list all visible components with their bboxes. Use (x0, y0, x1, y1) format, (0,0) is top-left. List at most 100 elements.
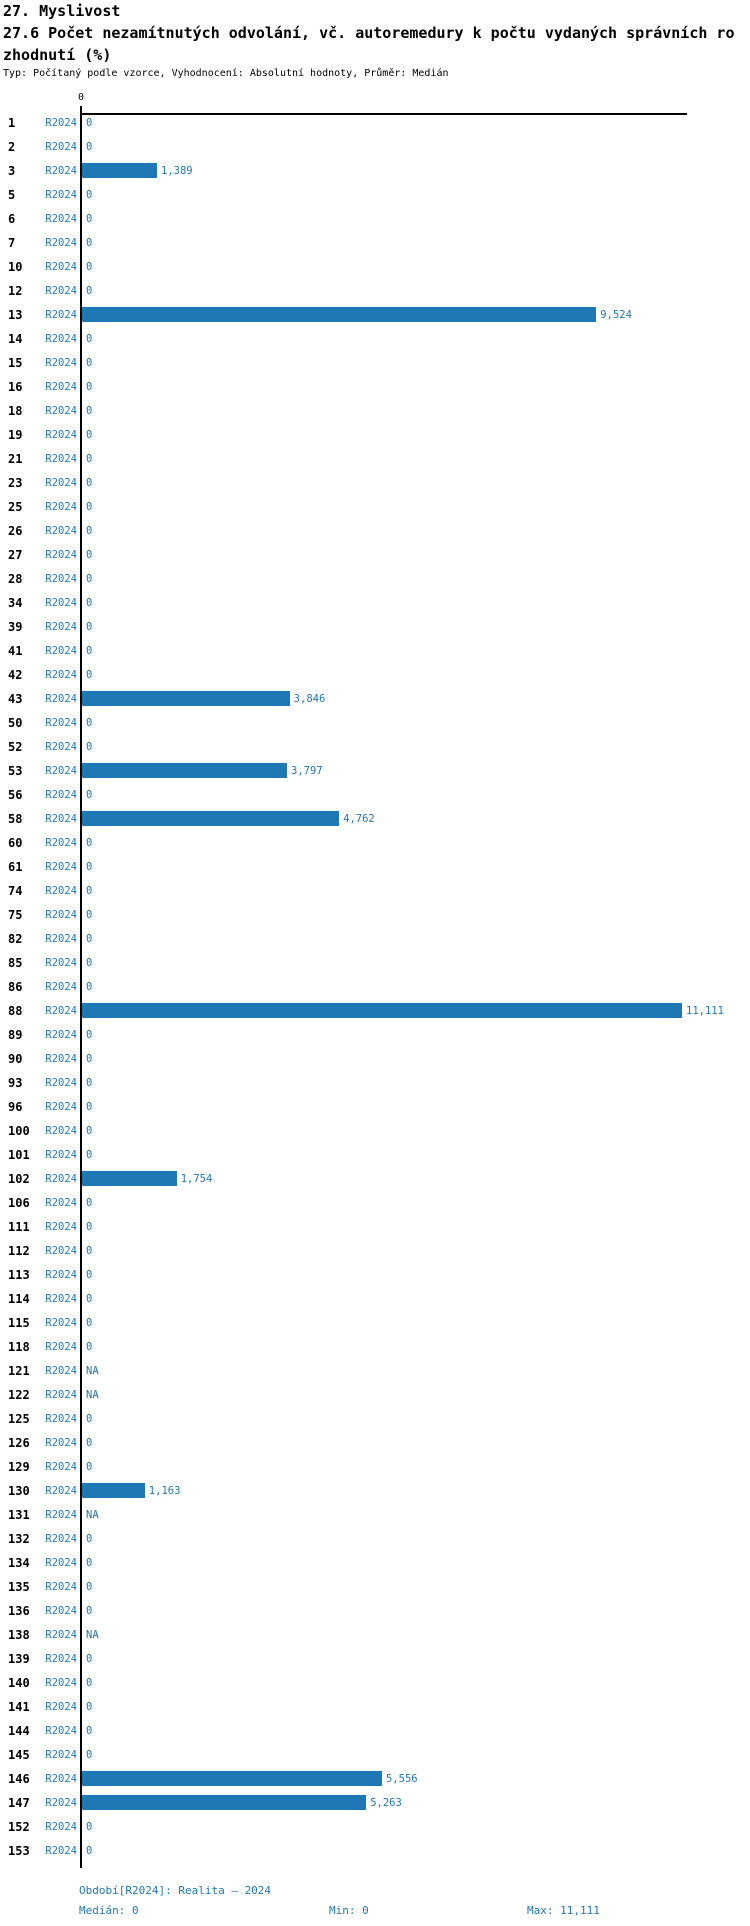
row-category-label: 96 (8, 1099, 23, 1114)
series-label: R2024 (45, 380, 77, 393)
bar (82, 691, 290, 706)
series-label: R2024 (45, 500, 77, 513)
row-category-label: 6 (8, 211, 16, 226)
chart-row: 52 R2024 0 (0, 735, 750, 759)
series-label: R2024 (45, 908, 77, 921)
row-category-label: 16 (8, 379, 23, 394)
row-category-label: 56 (8, 787, 23, 802)
row-category-label: 10 (8, 259, 23, 274)
series-label: R2024 (45, 236, 77, 249)
chart-row: 86 R2024 0 (0, 975, 750, 999)
value-label: 3,797 (291, 764, 323, 777)
value-label: 0 (86, 620, 93, 633)
series-label: R2024 (45, 476, 77, 489)
series-label: R2024 (45, 1340, 77, 1353)
value-label: 0 (86, 1244, 93, 1257)
series-label: R2024 (45, 308, 77, 321)
series-label: R2024 (45, 932, 77, 945)
chart-row: 42 R2024 0 (0, 663, 750, 687)
chart-row: 53 R2024 3,797 (0, 759, 750, 783)
row-category-label: 15 (8, 355, 23, 370)
row-category-label: 102 (8, 1171, 30, 1186)
row-category-label: 41 (8, 643, 23, 658)
row-category-label: 19 (8, 427, 23, 442)
chart-row: 82 R2024 0 (0, 927, 750, 951)
value-label: 3,846 (293, 692, 326, 705)
value-label: 0 (86, 1196, 93, 1209)
series-label: R2024 (45, 116, 77, 129)
value-label: 0 (86, 836, 93, 849)
chart-row: 56 R2024 0 (0, 783, 750, 807)
series-label: R2024 (45, 1628, 77, 1641)
chart-row: 90 R2024 0 (0, 1047, 750, 1071)
value-label: 0 (86, 716, 93, 729)
row-category-label: 113 (8, 1267, 30, 1282)
row-category-label: 122 (8, 1387, 30, 1402)
chart-row: 96 R2024 0 (0, 1095, 750, 1119)
series-label: R2024 (45, 1652, 77, 1665)
series-label: R2024 (45, 644, 77, 657)
value-label: 0 (86, 884, 93, 897)
row-category-label: 85 (8, 955, 23, 970)
row-category-label: 74 (8, 883, 23, 898)
series-label: R2024 (45, 1844, 77, 1857)
chart-row: 6 R2024 0 (0, 207, 750, 231)
chart-row: 132 R2024 0 (0, 1527, 750, 1551)
chart-row: 111 R2024 0 (0, 1215, 750, 1239)
row-category-label: 136 (8, 1603, 30, 1618)
chart-row: 34 R2024 0 (0, 591, 750, 615)
chart-row: 135 R2024 0 (0, 1575, 750, 1599)
row-category-label: 129 (8, 1459, 30, 1474)
chart-row: 61 R2024 0 (0, 855, 750, 879)
row-category-label: 28 (8, 571, 23, 586)
row-category-label: 75 (8, 907, 23, 922)
value-label: 0 (86, 452, 93, 465)
row-category-label: 125 (8, 1411, 30, 1426)
value-label: 0 (86, 740, 93, 753)
value-label: 0 (86, 1028, 93, 1041)
value-label: 0 (86, 404, 93, 417)
value-label: 0 (86, 1652, 93, 1665)
chart-row: 21 R2024 0 (0, 447, 750, 471)
chart-row: 12 R2024 0 (0, 279, 750, 303)
row-category-label: 131 (8, 1507, 30, 1522)
row-category-label: 89 (8, 1027, 23, 1042)
row-category-label: 144 (8, 1723, 30, 1738)
chart-row: 2 R2024 0 (0, 135, 750, 159)
series-label: R2024 (45, 1700, 77, 1713)
series-label: R2024 (45, 764, 77, 777)
chart-row: 122 R2024 NA (0, 1383, 750, 1407)
value-label: 0 (86, 1412, 93, 1425)
series-label: R2024 (45, 1436, 77, 1449)
row-category-label: 88 (8, 1003, 23, 1018)
chart-row: 152 R2024 0 (0, 1815, 750, 1839)
row-category-label: 90 (8, 1051, 23, 1066)
footer-period-label: Období[R2024]: Realita – 2024 (79, 1884, 272, 1897)
value-label: 0 (86, 1124, 93, 1137)
chart-row: 139 R2024 0 (0, 1647, 750, 1671)
row-category-label: 112 (8, 1243, 30, 1258)
series-label: R2024 (45, 1748, 77, 1761)
series-label: R2024 (45, 1724, 77, 1737)
chart-row: 89 R2024 0 (0, 1023, 750, 1047)
bar (82, 1171, 177, 1186)
series-label: R2024 (45, 860, 77, 873)
value-label: 0 (86, 116, 93, 129)
value-label: 0 (86, 212, 93, 225)
value-label: 0 (86, 524, 93, 537)
value-label: 0 (86, 476, 93, 489)
series-label: R2024 (45, 356, 77, 369)
series-label: R2024 (45, 1388, 77, 1401)
value-label: 0 (86, 1556, 93, 1569)
series-label: R2024 (45, 1796, 77, 1809)
chart-row: 112 R2024 0 (0, 1239, 750, 1263)
series-label: R2024 (45, 980, 77, 993)
chart-row: 93 R2024 0 (0, 1071, 750, 1095)
row-category-label: 58 (8, 811, 23, 826)
chart-row: 28 R2024 0 (0, 567, 750, 591)
chart-row: 39 R2024 0 (0, 615, 750, 639)
chart-row: 16 R2024 0 (0, 375, 750, 399)
series-label: R2024 (45, 1004, 77, 1017)
chart-row: 75 R2024 0 (0, 903, 750, 927)
series-label: R2024 (45, 1460, 77, 1473)
